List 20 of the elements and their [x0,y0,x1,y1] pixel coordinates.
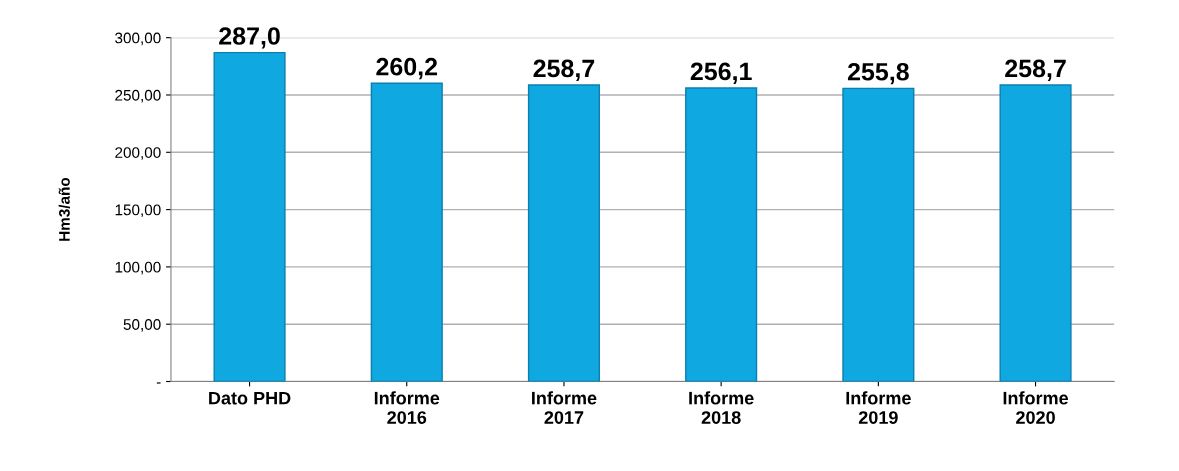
y-tick-label: 100,00 [115,261,161,275]
y-tick-label: 150,00 [115,204,161,218]
data-label: 287,0 [219,27,280,49]
data-label: 260,2 [376,57,438,80]
data-label: 258,7 [533,59,595,81]
y-tick-label: 200,00 [115,147,161,160]
y-tick-label: 50,00 [123,319,161,332]
x-tick-label: Informe 2017 [532,391,597,424]
x-tick-label: Informe 2016 [374,391,440,424]
y-tick-label: 250,00 [115,89,161,103]
data-label: 255,8 [847,62,909,85]
x-tick-label: Informe 2018 [689,391,754,424]
y-axis-title: Hm3/año [58,177,70,241]
x-tick-label: Informe 2019 [846,391,911,424]
x-tick-label: Dato PHD [209,391,291,405]
data-label: 256,1 [690,62,752,84]
x-tick-label: Informe 2020 [1003,391,1069,424]
data-label: 258,7 [1005,59,1066,81]
y-tick-label: - [156,382,161,384]
y-tick-label: 300,00 [115,32,161,46]
